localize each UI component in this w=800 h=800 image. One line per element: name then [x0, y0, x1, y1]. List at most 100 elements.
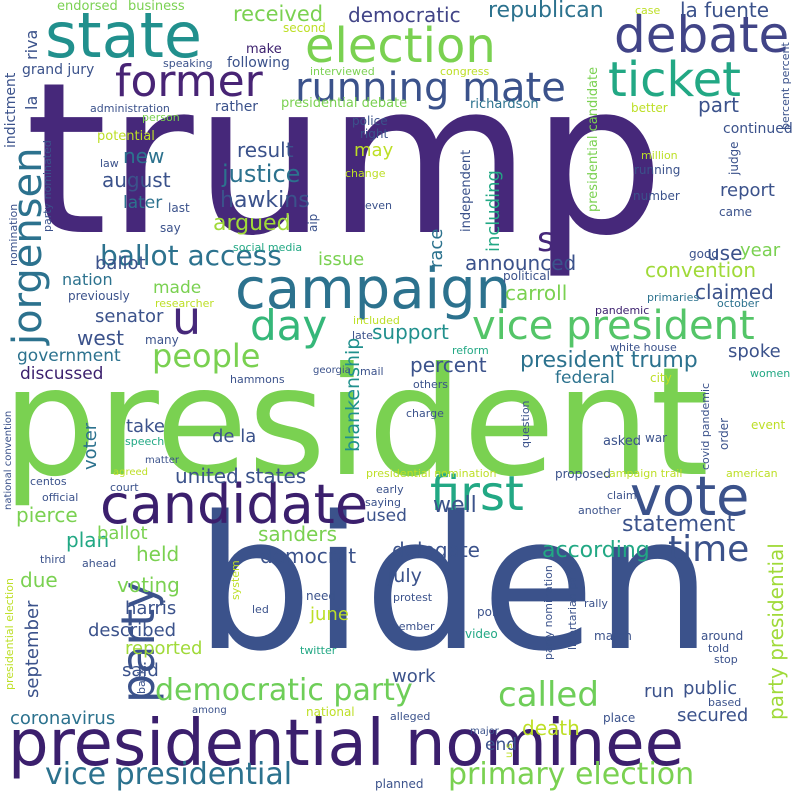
word-social-media: social media — [233, 241, 303, 254]
word-rather: rather — [215, 99, 259, 115]
word-later: later — [123, 193, 163, 213]
word-endorsed: endorsed — [57, 0, 118, 14]
word-protest: protest — [393, 591, 433, 604]
word-asked: asked — [603, 434, 642, 449]
word-based: based — [708, 696, 742, 709]
word-presidential-nomination: presidential nomination — [366, 467, 497, 480]
word-need: need — [306, 589, 336, 603]
word-support: support — [372, 320, 449, 344]
word-discussed: discussed — [20, 364, 104, 384]
word-good: good — [689, 247, 719, 261]
word-including: including — [483, 170, 504, 252]
word-march: march — [594, 629, 632, 643]
word-day: day — [250, 301, 328, 350]
word-september: september — [22, 600, 43, 698]
word-official: official — [42, 491, 79, 504]
word-national-convention: national convention — [3, 410, 14, 510]
word-first: first — [430, 466, 524, 522]
word-richardson: richardson — [470, 97, 539, 112]
word-plan: plan — [66, 528, 110, 552]
word-campaign: campaign — [235, 257, 512, 322]
word-s: s — [537, 220, 555, 260]
word-time: time — [668, 529, 750, 570]
word-change: change — [345, 167, 386, 180]
word-held: held — [136, 542, 180, 566]
word-pierce: pierce — [16, 503, 78, 527]
word-pandemic: pandemic — [595, 304, 650, 317]
word-primary-election: primary election — [448, 757, 695, 792]
word-running: running — [634, 163, 681, 177]
word-announced: announced — [465, 251, 577, 275]
word-party-nominated: party nominated — [41, 140, 54, 232]
word-covid-pandemic: covid pandemic — [699, 382, 712, 470]
word-member: member — [388, 620, 435, 633]
word-october: october — [717, 297, 760, 310]
word-federal: federal — [555, 368, 615, 388]
word-biden: biden — [195, 476, 713, 692]
word-told: told — [708, 642, 730, 655]
word-u: u — [172, 291, 202, 345]
word-former: former — [115, 56, 263, 107]
word-voting: voting — [117, 573, 180, 597]
word-harris: harris — [125, 598, 177, 619]
word-convention: convention — [645, 258, 757, 282]
word-party-nomination: party nomination — [542, 565, 555, 660]
word-senator: senator — [95, 306, 164, 327]
word-statement: statement — [622, 512, 736, 537]
word-percent: percent — [410, 353, 487, 377]
word-person: person — [142, 111, 180, 124]
word-last: last — [168, 201, 190, 215]
word-law: law — [100, 157, 119, 170]
word-issue: issue — [318, 249, 365, 270]
word-republican: republican — [488, 0, 604, 23]
word-death: death — [522, 716, 580, 740]
word-early: early — [376, 483, 404, 496]
word-proposed: proposed — [555, 467, 611, 481]
word-right: right — [360, 127, 389, 141]
word-centos: centos — [30, 475, 67, 488]
word-mail: mail — [360, 365, 384, 378]
word-came: came — [719, 205, 753, 219]
word-place: place — [603, 711, 636, 725]
word-video: video — [465, 627, 498, 641]
word-democratic-party: democratic party — [155, 673, 413, 708]
word-ballot: ballot — [95, 253, 146, 274]
word-ahead: ahead — [82, 557, 117, 570]
word-potential: potential — [97, 129, 155, 144]
word-may: may — [354, 140, 394, 161]
word-business: business — [128, 0, 185, 14]
word-end: end — [485, 735, 518, 755]
word-received: received — [233, 2, 324, 26]
word-another: another — [578, 504, 622, 517]
word-vice-president: vice president — [472, 303, 755, 349]
word-state: state — [45, 0, 203, 72]
word-spoke: spoke — [728, 341, 781, 362]
word-united-states: united states — [175, 464, 307, 488]
word-president: president — [2, 336, 710, 510]
word-part: part — [698, 93, 740, 117]
word-others: others — [413, 378, 449, 391]
word-called: called — [498, 675, 599, 715]
word-georgia: georgia — [313, 365, 351, 376]
word-around: around — [701, 629, 744, 643]
word-among: among — [192, 705, 227, 716]
word-million: million — [641, 149, 678, 162]
word-third: third — [40, 553, 66, 566]
word-independent: independent — [459, 149, 474, 232]
word-twitter: twitter — [300, 644, 337, 657]
word-work: work — [392, 666, 436, 687]
word-stop: stop — [714, 653, 738, 666]
word-described: described — [88, 620, 177, 641]
word-due: due — [20, 568, 58, 592]
word-vote: vote — [630, 465, 750, 528]
word-presidential-nominee: presidential nominee — [8, 707, 684, 781]
word-la: la — [22, 95, 41, 110]
word-order: order — [717, 418, 731, 450]
word-case: case — [635, 4, 661, 17]
word-presidential-candidate: presidential candidate — [586, 66, 601, 212]
word-race: race — [426, 228, 447, 268]
word-back: back — [135, 667, 148, 694]
word-candidate: candidate — [100, 473, 369, 536]
word-ticket: ticket — [608, 52, 741, 108]
word-aip: aip — [306, 213, 320, 232]
